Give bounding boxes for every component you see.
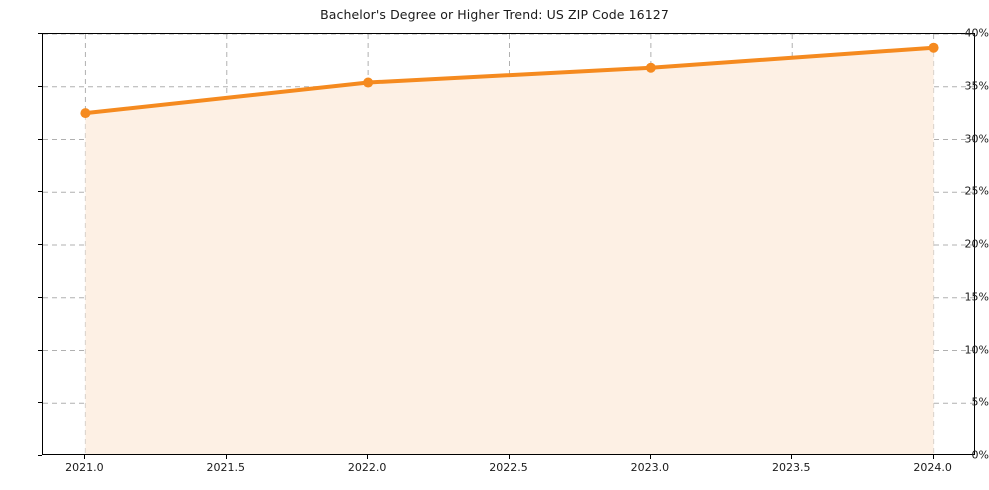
data-point-0[interactable] [80, 108, 91, 119]
data-point-markers [80, 42, 939, 119]
data-point-1[interactable] [363, 77, 374, 88]
x-tick-mark-6 [932, 455, 934, 459]
x-tick-label-2: 2022.0 [347, 461, 387, 474]
chart-title: Bachelor's Degree or Higher Trend: US ZI… [320, 7, 669, 22]
x-tick-label-5: 2023.5 [771, 461, 811, 474]
x-tick-mark-2 [367, 455, 369, 459]
y-tick-mark-0 [38, 455, 42, 456]
x-tick-mark-5 [791, 455, 793, 459]
data-point-3[interactable] [928, 42, 939, 53]
x-tick-label-1: 2021.5 [206, 461, 246, 474]
plot-canvas [43, 34, 974, 454]
x-tick-mark-3 [508, 455, 510, 459]
x-tick-mark-1 [225, 455, 227, 459]
x-tick-label-3: 2022.5 [489, 461, 528, 474]
x-tick-mark-0 [84, 455, 86, 459]
x-tick-mark-4 [649, 455, 651, 459]
series-line [83, 45, 936, 116]
plot-area [42, 33, 975, 455]
x-tick-label-4: 2023.0 [630, 461, 670, 474]
data-point-2[interactable] [645, 62, 656, 73]
x-tick-label-0: 2021.0 [65, 461, 104, 474]
x-tick-label-6: 2024.0 [913, 461, 952, 474]
area-fill [85, 47, 934, 454]
